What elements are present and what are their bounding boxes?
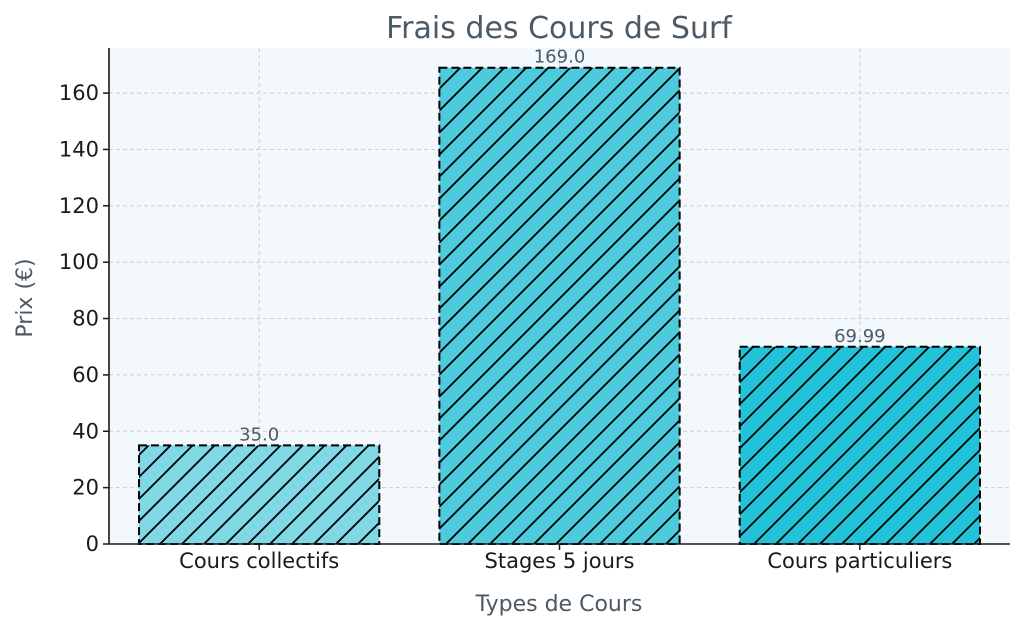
data-labels: 35.0 169.0 69.99 [239,47,885,446]
y-tick-label: 120 [59,194,99,218]
y-tick-label: 160 [59,81,99,105]
bar-2 [438,66,681,546]
bars [138,66,981,546]
y-tick-label: 100 [59,250,99,274]
x-tick-label: Cours particuliers [767,549,952,573]
x-ticks: Cours collectifs Stages 5 jours Cours part… [179,544,952,573]
bar-3 [738,345,981,546]
bar-outline [438,66,681,546]
x-axis-label: Types de Cours [475,592,643,617]
bar-1 [138,444,381,546]
bar-value-label: 169.0 [534,47,586,68]
bar-hatch [139,445,380,544]
y-tick-label: 40 [72,419,99,443]
y-tick-label: 0 [86,532,99,556]
chart-title: Frais des Cours de Surf [386,11,733,46]
bar-hatch [439,67,680,545]
x-tick-label: Cours collectifs [179,549,339,573]
y-tick-label: 80 [72,307,99,331]
x-tick-label: Stages 5 jours [485,549,635,573]
y-axis-label: Prix (€) [13,258,38,337]
bar-value-label: 69.99 [834,326,886,347]
y-tick-label: 20 [72,476,99,500]
bar-value-label: 35.0 [239,424,279,445]
y-tick-label: 60 [72,363,99,387]
y-ticks: 0 20 40 60 80 100 120 140 160 [59,81,109,556]
y-tick-label: 140 [59,137,99,161]
bar-hatch [739,346,980,544]
